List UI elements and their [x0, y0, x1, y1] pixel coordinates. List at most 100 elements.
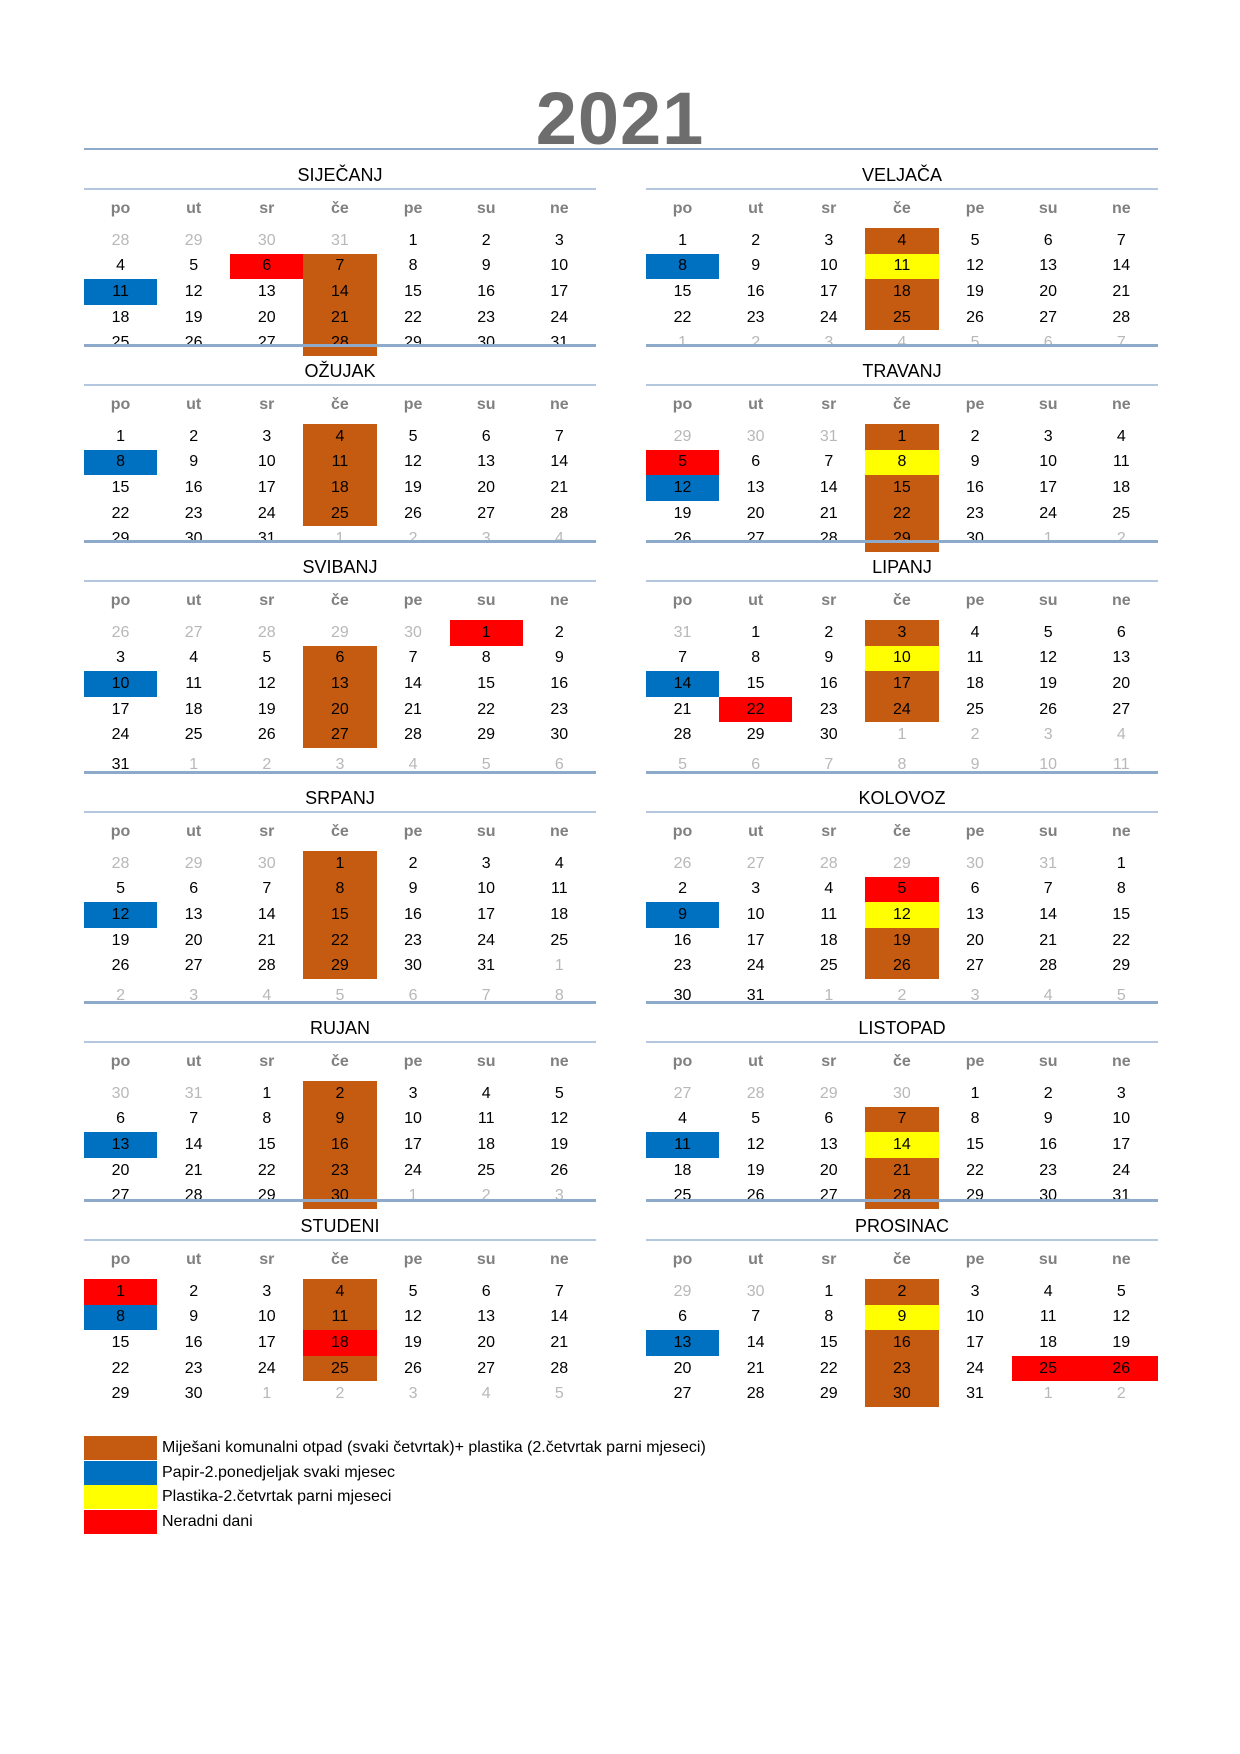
day-cell: 9: [189, 1308, 199, 1326]
day-cell: 2: [554, 623, 564, 641]
day-cell-mixed: 8: [303, 876, 377, 903]
week-row: 30 31 1 2 3 4 5: [84, 1081, 596, 1107]
adjacent-month-day: 29: [184, 854, 203, 872]
adjacent-month-day: 4: [897, 334, 907, 352]
day-cell: 29: [966, 1187, 984, 1205]
weekday-label: po: [110, 1053, 131, 1070]
week-row: 16 17 18 19 20 21 22: [646, 927, 1158, 954]
day-cell-mixed: 2: [303, 1081, 377, 1107]
weekday-label: ne: [1111, 200, 1131, 217]
day-cell: 6: [481, 427, 491, 445]
month-name: OŽUJAK: [304, 361, 376, 381]
day-cell: 11: [820, 905, 838, 923]
day-cell: 4: [1116, 427, 1126, 445]
day-cell: 2: [481, 231, 491, 249]
legend-label: Neradni dani: [162, 1512, 253, 1530]
weekday-label: sr: [259, 592, 275, 609]
day-cell: 13: [184, 905, 203, 923]
day-cell: 14: [1039, 905, 1058, 923]
day-cell: 21: [1039, 931, 1058, 949]
week-row: 12 13 14 15 16 17 18: [84, 902, 596, 928]
week-row: 26 27 28 29 30 1 2: [646, 526, 1158, 552]
week-row: 4 5 6 7 8 9 10: [84, 253, 596, 280]
weekday-label: sr: [259, 396, 275, 413]
day-cell: 1: [970, 1084, 980, 1102]
day-cell-holiday: 1: [449, 620, 523, 646]
weekday-label: ut: [186, 1053, 202, 1070]
weekday-header: po ut sr če pe su ne: [84, 190, 596, 228]
month-1: SIJEČANJ po ut sr če pe su ne 28 29 30 31 1 2 3 4 5 6 7 8 9 1…: [84, 162, 596, 356]
day-cell: 15: [257, 1135, 276, 1153]
day-cell: 2: [1043, 1084, 1053, 1102]
day-cell: 18: [111, 308, 130, 326]
weekday-label: ut: [186, 200, 202, 217]
day-cell: 16: [1039, 1135, 1058, 1153]
day-cell: 20: [257, 308, 276, 326]
day-cell-plastic: 11: [865, 253, 939, 280]
day-cell-paper: 10: [84, 671, 158, 697]
adjacent-month-day: 27: [746, 854, 765, 872]
month-bottom-divider: [84, 1001, 596, 1004]
day-cell: 24: [746, 957, 765, 975]
weekday-label: su: [476, 823, 496, 840]
day-cell: 18: [966, 674, 984, 692]
day-cell-mixed: 20: [303, 696, 377, 723]
week-row: 31 1 2 3 4 5 6: [646, 620, 1158, 646]
adjacent-month-day: 2: [335, 1385, 345, 1403]
weekday-label: sr: [821, 396, 837, 413]
weekday-header: po ut sr če pe su ne: [646, 582, 1158, 620]
day-cell: 10: [257, 453, 276, 471]
adjacent-month-day: 2: [1116, 530, 1126, 548]
day-cell: 22: [111, 504, 130, 522]
day-cell-holiday: 26: [1084, 1355, 1158, 1382]
month-8: KOLOVOZ po ut sr če pe su ne 26 27 28 29 30 31 1 2 3 4 5 6 7…: [646, 785, 1158, 1009]
day-cell: 24: [257, 1359, 276, 1377]
day-cell-plastic: 8: [865, 449, 939, 476]
day-cell-mixed: 16: [865, 1330, 939, 1356]
weekday-label: če: [331, 823, 349, 840]
day-cell: 27: [673, 1385, 692, 1403]
week-row: 18 19 20 21 22 23 24: [84, 304, 596, 331]
day-cell: 5: [1043, 623, 1053, 641]
adjacent-month-day: 8: [897, 755, 907, 773]
adjacent-month-day: 2: [116, 986, 126, 1004]
adjacent-month-day: 30: [257, 854, 276, 872]
adjacent-month-day: 5: [335, 986, 345, 1004]
weekday-label: če: [331, 592, 349, 609]
day-cell: 2: [189, 1282, 199, 1300]
day-cell: 19: [673, 504, 692, 522]
adjacent-month-day: 3: [189, 986, 199, 1004]
day-cell: 13: [746, 478, 765, 496]
weekday-label: ut: [748, 592, 764, 609]
week-row: 13 14 15 16 17 18 19: [646, 1330, 1158, 1356]
day-cell: 29: [819, 1385, 838, 1403]
day-cell: 27: [477, 504, 496, 522]
adjacent-month-day: 1: [824, 986, 834, 1004]
weekday-label: ne: [1111, 592, 1131, 609]
day-cell: 21: [257, 931, 276, 949]
adjacent-month-day: 28: [746, 1084, 765, 1102]
weekday-label: ne: [549, 396, 569, 413]
month-name: LISTOPAD: [858, 1018, 946, 1038]
legend-swatch: [84, 1460, 157, 1485]
day-cell: 28: [550, 504, 569, 522]
day-cell: 10: [746, 905, 765, 923]
day-cell: 29: [257, 1187, 276, 1205]
month-divider: [84, 811, 596, 813]
adjacent-month-day: 7: [481, 986, 491, 1004]
month-divider: [646, 811, 1158, 813]
day-cell: 15: [673, 282, 692, 300]
day-cell: 15: [477, 674, 496, 692]
day-cell: 20: [477, 1333, 496, 1351]
week-row: 8 9 10 11 12 13 14: [84, 1304, 596, 1331]
day-cell: 21: [819, 504, 838, 522]
adjacent-month-day: 4: [554, 530, 564, 548]
adjacent-month-day: 5: [481, 755, 491, 773]
adjacent-month-day: 26: [673, 854, 692, 872]
adjacent-month-day: 1: [1043, 530, 1053, 548]
day-cell-mixed: 22: [865, 500, 939, 527]
weekday-label: su: [476, 1251, 496, 1268]
day-cell: 27: [1039, 308, 1058, 326]
day-cell: 9: [824, 649, 834, 667]
weekday-label: su: [1038, 1053, 1058, 1070]
